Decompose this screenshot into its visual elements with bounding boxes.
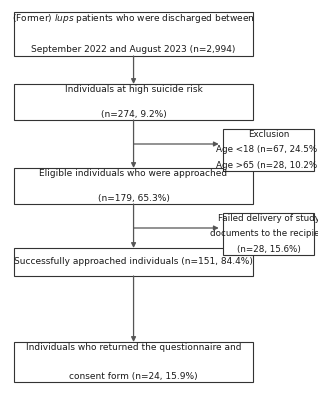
Text: Successfully approached individuals (n=151, 84.4%): Successfully approached individuals (n=1…	[14, 258, 253, 266]
Text: Age >65 (n=28, 10.2%): Age >65 (n=28, 10.2%)	[216, 161, 318, 170]
FancyBboxPatch shape	[14, 168, 253, 204]
Text: (n=274, 9.2%): (n=274, 9.2%)	[101, 110, 166, 120]
Text: documents to the recipient: documents to the recipient	[210, 230, 318, 238]
Text: consent form (n=24, 15.9%): consent form (n=24, 15.9%)	[69, 372, 198, 381]
Text: Individuals at high suicide risk: Individuals at high suicide risk	[65, 84, 203, 94]
FancyBboxPatch shape	[224, 129, 314, 171]
Text: Individuals who returned the questionnaire and: Individuals who returned the questionnai…	[26, 343, 241, 352]
Text: Exclusion: Exclusion	[248, 130, 289, 139]
FancyBboxPatch shape	[14, 342, 253, 382]
FancyBboxPatch shape	[14, 12, 253, 56]
Text: September 2022 and August 2023 (n=2,994): September 2022 and August 2023 (n=2,994)	[31, 45, 236, 54]
Text: Eligible individuals who were approached: Eligible individuals who were approached	[39, 168, 228, 178]
Text: (n=28, 15.6%): (n=28, 15.6%)	[237, 245, 301, 254]
Text: Age <18 (n=67, 24.5%): Age <18 (n=67, 24.5%)	[216, 146, 318, 154]
FancyBboxPatch shape	[224, 213, 314, 255]
Text: (n=179, 65.3%): (n=179, 65.3%)	[98, 194, 169, 204]
Text: (Former) $\it{lups}$ patients who were discharged between: (Former) $\it{lups}$ patients who were d…	[12, 12, 255, 25]
FancyBboxPatch shape	[14, 84, 253, 120]
FancyBboxPatch shape	[14, 248, 253, 276]
Text: Failed delivery of study: Failed delivery of study	[218, 214, 318, 223]
